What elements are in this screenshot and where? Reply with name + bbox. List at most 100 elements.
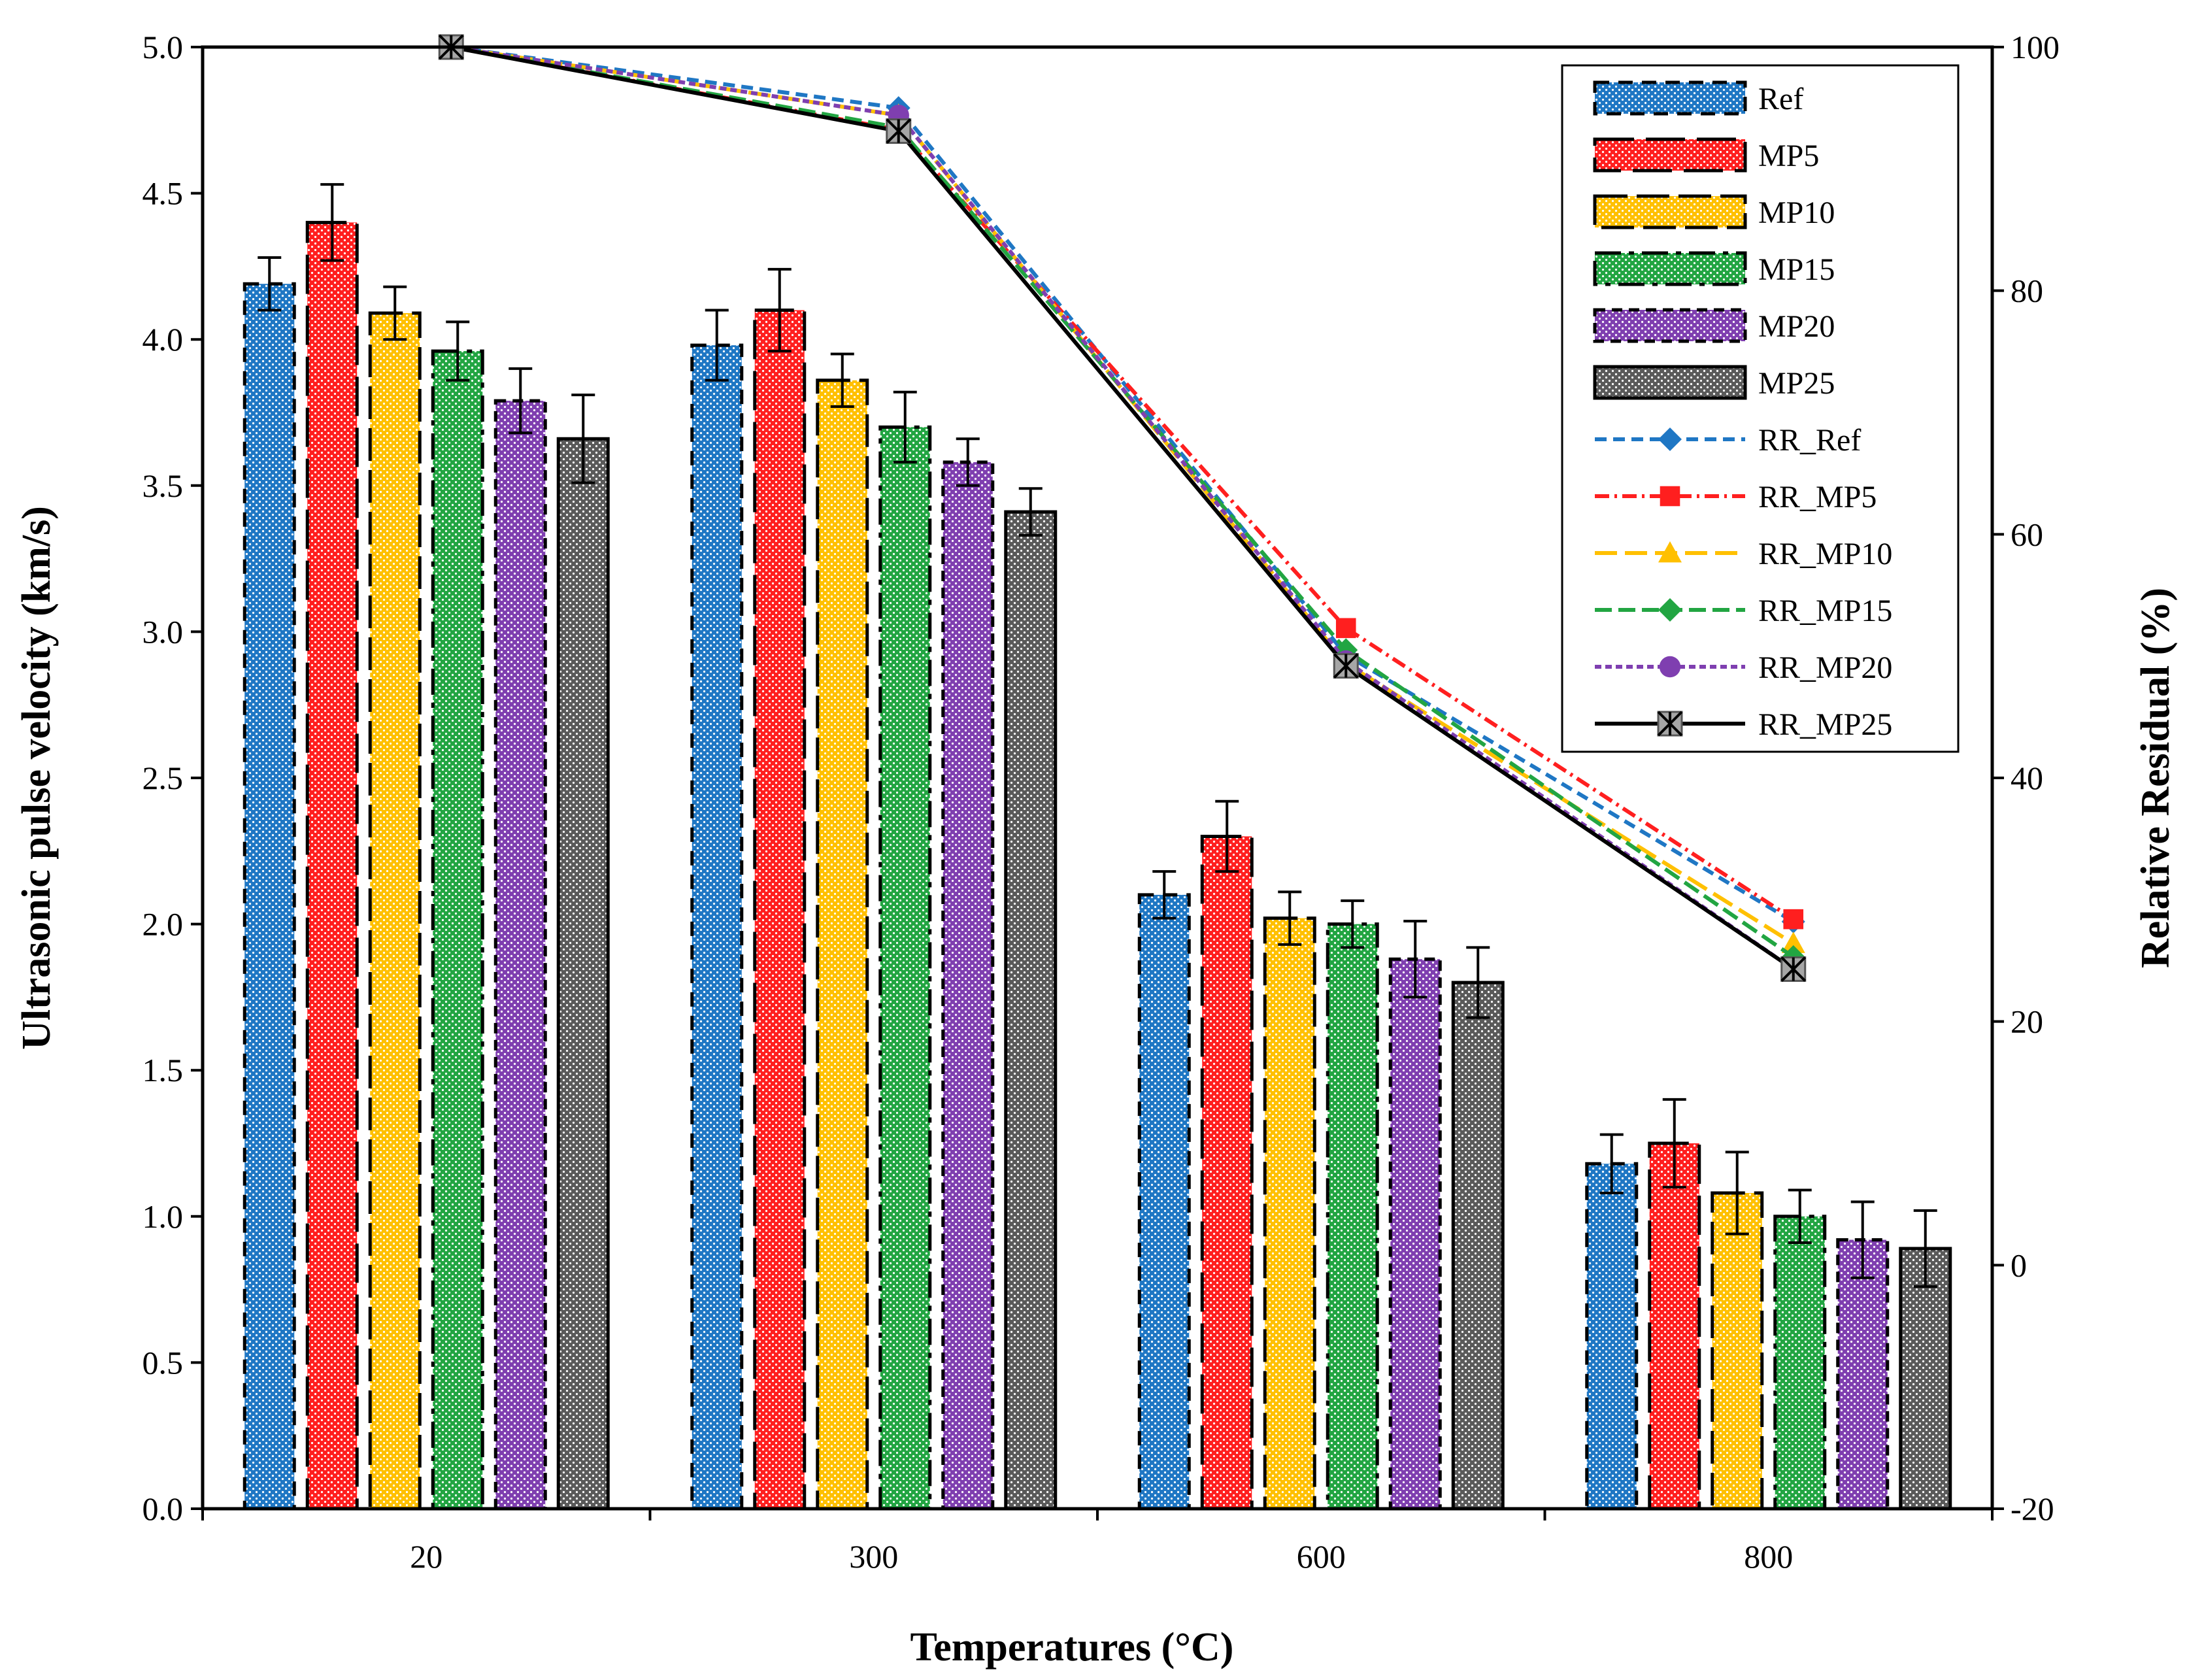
error-bar-mp25-20 — [571, 394, 595, 484]
bar-mp25-600 — [1451, 981, 1505, 1511]
line-rr-mp25 — [450, 45, 1795, 971]
legend-label-mp20: MP20 — [1758, 309, 1835, 344]
bar-mp25-800 — [1899, 1247, 1952, 1511]
legend-swatch-rr-ref — [1595, 428, 1745, 451]
legend-label-rr-mp20: RR_MP20 — [1758, 650, 1892, 685]
legend-swatch-mp15 — [1593, 251, 1747, 286]
error-bar-mp20-800 — [1850, 1200, 1875, 1279]
legend-label-mp15: MP15 — [1758, 252, 1835, 287]
bar-mp10-800 — [1711, 1191, 1764, 1511]
legend-label-ref: Ref — [1758, 82, 1803, 116]
legend-label-rr-mp25: RR_MP25 — [1758, 707, 1892, 742]
legend-swatch-rr-mp25 — [1595, 711, 1745, 737]
error-bar-mp5-300 — [767, 267, 792, 353]
legend-swatch-ref — [1593, 80, 1747, 116]
y2-tick-label: 20 — [2011, 1003, 2043, 1040]
y2-tick-label: 0 — [2011, 1247, 2027, 1283]
lines-layer — [438, 34, 1807, 983]
y-tick-label: 1.0 — [142, 1198, 184, 1235]
y-tick-label: 4.0 — [142, 321, 184, 358]
y-tick-label: 0.5 — [142, 1344, 184, 1381]
bar-mp15-20 — [431, 349, 484, 1511]
point-rr-mp5-600 — [1335, 618, 1356, 639]
legend-label-mp5: MP5 — [1758, 139, 1819, 173]
bar-mp25-20 — [556, 437, 610, 1511]
y-axis-left: 0.0 0.5 1.0 1.5 2.0 2.5 3.0 3.5 4.0 4.5 5.0 — [142, 29, 203, 1527]
bars-layer — [242, 220, 1952, 1511]
y-tick-label: 0.0 — [142, 1490, 184, 1527]
error-bar-mp15-300 — [893, 390, 917, 464]
legend-swatch-mp20 — [1593, 308, 1747, 343]
error-bar-mp5-600 — [1215, 799, 1239, 873]
bar-ref-20 — [242, 282, 296, 1511]
error-bar-mp25-300 — [1018, 487, 1043, 537]
bar-mp5-300 — [753, 308, 807, 1511]
legend-label-mp25: MP25 — [1758, 366, 1835, 401]
point-rr-mp25-300 — [886, 118, 912, 144]
x-axis-title: Temperatures (°C) — [910, 1625, 1234, 1670]
error-bar-mp20-600 — [1403, 920, 1427, 999]
x-tick-label: 800 — [1744, 1538, 1793, 1575]
legend-swatch-rr-mp20 — [1595, 656, 1745, 678]
y-tick-label: 5.0 — [142, 29, 184, 65]
error-bar-ref-20 — [258, 256, 282, 312]
y2-axis-title: Relative Residual (%) — [2133, 588, 2178, 968]
x-tick-label: 600 — [1297, 1538, 1346, 1575]
bar-mp15-300 — [878, 425, 932, 1511]
bar-ref-800 — [1585, 1162, 1639, 1511]
error-bar-ref-600 — [1152, 870, 1177, 920]
y2-tick-label: 60 — [2011, 516, 2043, 552]
error-bar-mp5-20 — [320, 183, 344, 262]
line-rr-ref — [450, 45, 1795, 924]
point-rr-mp25-600 — [1333, 653, 1359, 679]
x-axis: 20 300 600 800 — [201, 1509, 1994, 1575]
bar-mp5-800 — [1648, 1141, 1701, 1511]
bar-mp10-300 — [816, 378, 869, 1511]
error-bar-mp10-600 — [1278, 890, 1302, 946]
bar-mp20-800 — [1836, 1238, 1890, 1511]
error-bar-mp20-20 — [509, 367, 533, 435]
y2-tick-label: -20 — [2011, 1490, 2054, 1527]
y-tick-label: 2.5 — [142, 760, 184, 796]
error-bar-mp10-800 — [1725, 1151, 1749, 1235]
y2-tick-label: 80 — [2011, 273, 2043, 309]
y-tick-label: 3.5 — [142, 467, 184, 504]
y-tick-label: 4.5 — [142, 175, 184, 212]
error-bar-mp15-600 — [1341, 899, 1365, 949]
error-bar-mp15-20 — [446, 320, 470, 382]
bar-mp5-600 — [1200, 834, 1254, 1511]
point-rr-mp10-800 — [1781, 932, 1805, 953]
bar-mp25-300 — [1004, 510, 1058, 1511]
legend-label-rr-ref: RR_Ref — [1758, 423, 1861, 458]
bar-mp10-600 — [1263, 916, 1316, 1511]
legend-label-rr-mp5: RR_MP5 — [1758, 480, 1877, 514]
legend-swatch-mp5 — [1593, 137, 1747, 173]
legend-swatch-mp25 — [1593, 365, 1747, 400]
error-bar-mp25-600 — [1466, 946, 1490, 1019]
legend-label-rr-mp15: RR_MP15 — [1758, 594, 1892, 628]
point-rr-mp5-800 — [1783, 909, 1804, 930]
legend-label-rr-mp10: RR_MP10 — [1758, 537, 1892, 571]
y2-tick-label: 40 — [2011, 760, 2043, 796]
bar-mp5-20 — [305, 220, 359, 1511]
bar-mp15-600 — [1326, 922, 1379, 1511]
y-tick-label: 2.0 — [142, 906, 184, 943]
y2-tick-label: 100 — [2011, 29, 2060, 65]
bar-mp10-20 — [368, 311, 422, 1511]
error-bar-ref-300 — [705, 309, 729, 382]
bar-ref-300 — [690, 343, 744, 1511]
y-axis-right: -20 0 20 40 60 80 100 — [1992, 29, 2060, 1527]
error-bar-mp10-300 — [830, 352, 854, 409]
x-tick-label: 20 — [410, 1538, 442, 1575]
line-rr-mp20 — [450, 45, 1795, 971]
error-bar-mp10-20 — [383, 285, 407, 341]
legend-swatch-rr-mp5 — [1595, 486, 1745, 507]
legend-swatch-mp10 — [1593, 194, 1747, 229]
legend-swatch-rr-mp15 — [1595, 598, 1745, 622]
bar-mp15-800 — [1773, 1215, 1827, 1511]
y-axis-title: Ultrasonic pulse velocity (km/s) — [14, 506, 59, 1050]
bar-mp20-600 — [1388, 957, 1442, 1511]
y-tick-label: 1.5 — [142, 1052, 184, 1088]
legend-label-mp10: MP10 — [1758, 195, 1835, 230]
